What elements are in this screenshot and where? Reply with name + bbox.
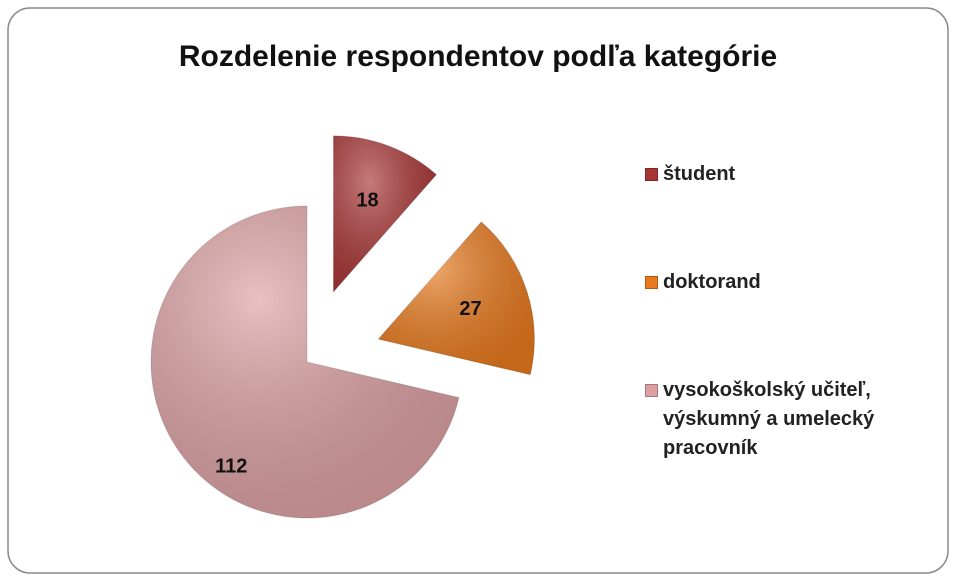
data-label: 27 bbox=[459, 298, 481, 320]
legend: študent doktorand vysokoškolský učiteľ, vý… bbox=[645, 160, 945, 484]
data-label: 18 bbox=[356, 190, 378, 212]
legend-label: študent bbox=[663, 163, 736, 185]
legend-item: vysokoškolský učiteľ, výskumný a umeleck… bbox=[645, 376, 945, 484]
legend-label: doktorand bbox=[663, 271, 761, 293]
legend-swatch bbox=[645, 168, 658, 181]
data-label: 112 bbox=[215, 455, 247, 477]
chart-title: Rozdelenie respondentov podľa kategórie bbox=[179, 40, 777, 73]
legend-label: vysokoškolský učiteľ, výskumný a umeleck… bbox=[663, 379, 875, 459]
legend-item: študent bbox=[645, 160, 945, 268]
legend-swatch bbox=[645, 276, 658, 289]
legend-item: doktorand bbox=[645, 268, 945, 376]
legend-swatch bbox=[645, 384, 658, 397]
